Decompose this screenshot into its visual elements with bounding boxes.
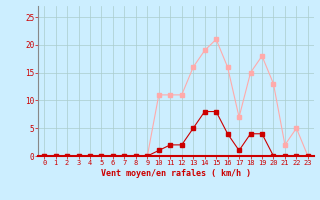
X-axis label: Vent moyen/en rafales ( km/h ): Vent moyen/en rafales ( km/h ): [101, 169, 251, 178]
